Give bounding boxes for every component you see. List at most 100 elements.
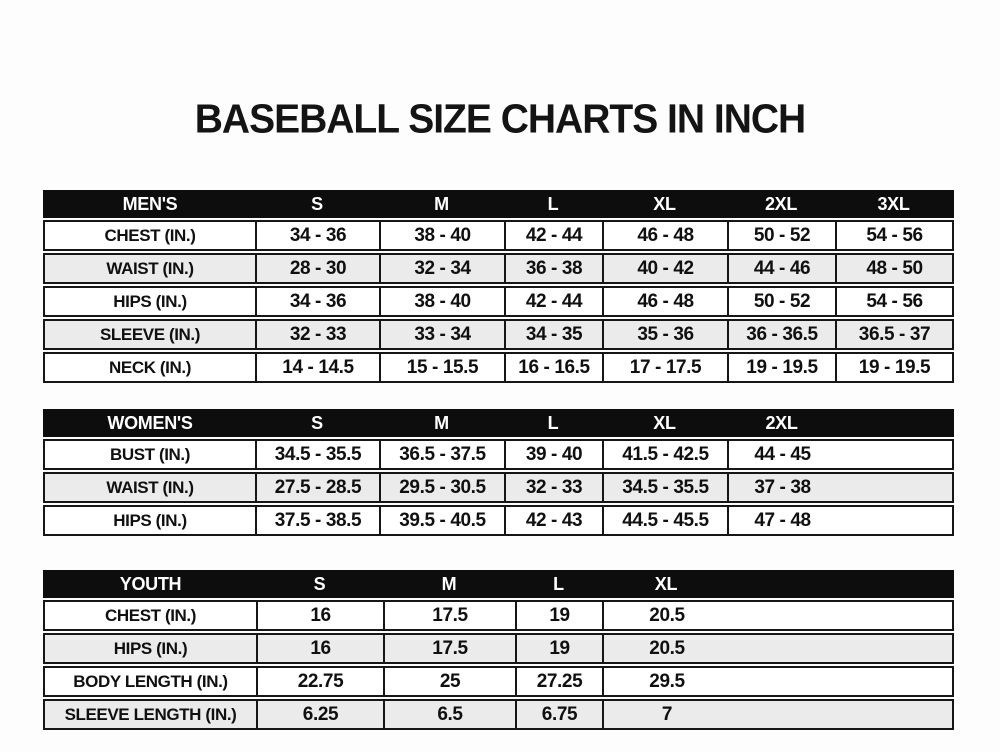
page-title: BASEBALL SIZE CHARTS IN INCH — [194, 97, 806, 143]
size-value-cell: 32 - 34 — [379, 255, 504, 282]
row-label: WAIST (IN.) — [106, 477, 194, 497]
size-value-cell: 46 - 48 — [602, 288, 727, 315]
column-header-m: M — [434, 193, 449, 214]
row-label: HIPS (IN.) — [113, 510, 187, 530]
size-value-cell: 44 - 46 — [727, 255, 835, 282]
row-label: WAIST (IN.) — [106, 258, 194, 278]
column-header-l: L — [553, 573, 564, 594]
size-value-cell: 38 - 40 — [379, 288, 504, 315]
youth-size-table: YOUTH S M L XL CHEST (IN.) 16 17.5 19 20.5 HIPS (I… — [43, 570, 954, 730]
row-label: HIPS (IN.) — [113, 638, 188, 658]
youth-header-row: YOUTH S M L XL — [43, 570, 954, 598]
column-header-3xl: 3XL — [877, 193, 910, 214]
size-value-cell: 54 - 56 — [835, 288, 952, 315]
men-s-size-table: MEN'S S M L XL 2XL 3XL CHEST (IN.) 34 - 36 38 - 4… — [43, 190, 954, 383]
size-value-cell: 19 — [515, 635, 602, 662]
size-value-cell: 20.5 — [602, 602, 730, 629]
women-s-table-title: WOMEN'S — [107, 412, 193, 433]
women-s-header-row: WOMEN'S S M L XL 2XL — [43, 409, 954, 437]
size-value-cell: 34 - 35 — [504, 321, 602, 348]
size-value-cell: 39 - 40 — [504, 441, 602, 468]
size-value-cell: 19 - 19.5 — [727, 354, 835, 381]
size-value-cell: 46 - 48 — [602, 222, 727, 249]
size-value-cell: 32 - 33 — [255, 321, 379, 348]
size-value-cell: 50 - 52 — [727, 222, 835, 249]
size-value-cell: 34.5 - 35.5 — [602, 474, 727, 501]
size-value-cell: 29.5 — [602, 668, 730, 695]
column-header-l: L — [547, 193, 559, 214]
men-s-header-row: MEN'S S M L XL 2XL 3XL — [43, 190, 954, 218]
row-label: SLEEVE (IN.) — [99, 324, 201, 344]
youth-row-hips-in: HIPS (IN.) 16 17.5 19 20.5 — [43, 633, 954, 664]
row-label: NECK (IN.) — [109, 357, 191, 377]
size-value-cell: 28 - 30 — [255, 255, 379, 282]
size-value-cell: 37.5 - 38.5 — [255, 507, 379, 534]
size-value-cell: 44.5 - 45.5 — [602, 507, 727, 534]
size-value-cell: 17.5 — [383, 602, 515, 629]
column-header-s: S — [311, 412, 323, 433]
men-s-row-waist-in: WAIST (IN.) 28 - 30 32 - 34 36 - 38 40 - 42 4… — [43, 253, 954, 284]
size-value-cell: 25 — [383, 668, 515, 695]
men-s-row-hips-in: HIPS (IN.) 34 - 36 38 - 40 42 - 44 46 - 48 50… — [43, 286, 954, 317]
size-value-cell: 44 - 45 — [727, 441, 836, 468]
column-header-m: M — [441, 573, 457, 594]
tables-container: MEN'S S M L XL 2XL 3XL CHEST (IN.) 34 - 36 38 - 4… — [43, 190, 954, 730]
row-label: BODY LENGTH (IN.) — [73, 671, 228, 691]
size-value-cell: 15 - 15.5 — [379, 354, 504, 381]
women-s-row-hips-in: HIPS (IN.) 37.5 - 38.5 39.5 - 40.5 42 - 43 4… — [43, 505, 954, 536]
women-s-size-table: WOMEN'S S M L XL 2XL BUST (IN.) 34.5 - 35.5 36.5… — [43, 409, 954, 536]
size-value-cell: 6.5 — [383, 701, 515, 728]
size-value-cell: 29.5 - 30.5 — [379, 474, 504, 501]
size-value-cell: 36 - 36.5 — [727, 321, 835, 348]
size-value-cell: 42 - 43 — [504, 507, 602, 534]
column-header-2xl: 2XL — [765, 412, 798, 433]
size-value-cell: 17 - 17.5 — [602, 354, 727, 381]
size-value-cell: 41.5 - 42.5 — [602, 441, 727, 468]
youth-row-body-length-in: BODY LENGTH (IN.) 22.75 25 27.25 29.5 — [43, 666, 954, 697]
size-value-cell: 19 - 19.5 — [835, 354, 952, 381]
column-header-2xl: 2XL — [764, 193, 798, 214]
size-value-cell: 22.75 — [256, 668, 383, 695]
column-header-xl: XL — [653, 412, 676, 433]
size-value-cell: 54 - 56 — [835, 222, 952, 249]
size-value-cell: 27.5 - 28.5 — [255, 474, 379, 501]
column-header-m: M — [434, 412, 449, 433]
men-s-table-title: MEN'S — [122, 193, 178, 214]
size-value-cell: 47 - 48 — [727, 507, 836, 534]
size-value-cell: 16 — [256, 602, 383, 629]
size-value-cell: 33 - 34 — [379, 321, 504, 348]
size-value-cell: 6.25 — [256, 701, 383, 728]
size-value-cell: 39.5 - 40.5 — [379, 507, 504, 534]
size-value-cell: 7 — [602, 701, 730, 728]
size-value-cell: 16 - 16.5 — [504, 354, 602, 381]
size-value-cell: 6.75 — [515, 701, 602, 728]
size-value-cell: 34.5 - 35.5 — [255, 441, 379, 468]
women-s-row-waist-in: WAIST (IN.) 27.5 - 28.5 29.5 - 30.5 32 - 33… — [43, 472, 954, 503]
men-s-row-chest-in: CHEST (IN.) 34 - 36 38 - 40 42 - 44 46 - 48 5… — [43, 220, 954, 251]
size-value-cell: 19 — [515, 602, 602, 629]
size-value-cell: 38 - 40 — [379, 222, 504, 249]
column-header-xl: XL — [653, 193, 676, 214]
size-value-cell: 34 - 36 — [255, 222, 379, 249]
size-value-cell: 36 - 38 — [504, 255, 602, 282]
size-value-cell: 14 - 14.5 — [255, 354, 379, 381]
row-label: CHEST (IN.) — [105, 605, 196, 625]
size-value-cell: 40 - 42 — [602, 255, 727, 282]
size-value-cell: 50 - 52 — [727, 288, 835, 315]
column-header-xl: XL — [654, 573, 678, 594]
men-s-row-neck-in: NECK (IN.) 14 - 14.5 15 - 15.5 16 - 16.5 17 … — [43, 352, 954, 383]
row-label: SLEEVE LENGTH (IN.) — [64, 704, 237, 724]
women-s-row-bust-in: BUST (IN.) 34.5 - 35.5 36.5 - 37.5 39 - 40 4… — [43, 439, 954, 470]
men-s-row-sleeve-in: SLEEVE (IN.) 32 - 33 33 - 34 34 - 35 35 - 36… — [43, 319, 954, 350]
size-value-cell: 17.5 — [383, 635, 515, 662]
size-value-cell: 36.5 - 37.5 — [379, 441, 504, 468]
row-label: CHEST (IN.) — [104, 225, 196, 245]
row-label: HIPS (IN.) — [113, 291, 187, 311]
size-value-cell: 42 - 44 — [504, 288, 602, 315]
youth-table-title: YOUTH — [119, 573, 182, 594]
youth-row-chest-in: CHEST (IN.) 16 17.5 19 20.5 — [43, 600, 954, 631]
size-value-cell: 32 - 33 — [504, 474, 602, 501]
column-header-s: S — [313, 573, 326, 594]
row-label: BUST (IN.) — [109, 444, 191, 464]
